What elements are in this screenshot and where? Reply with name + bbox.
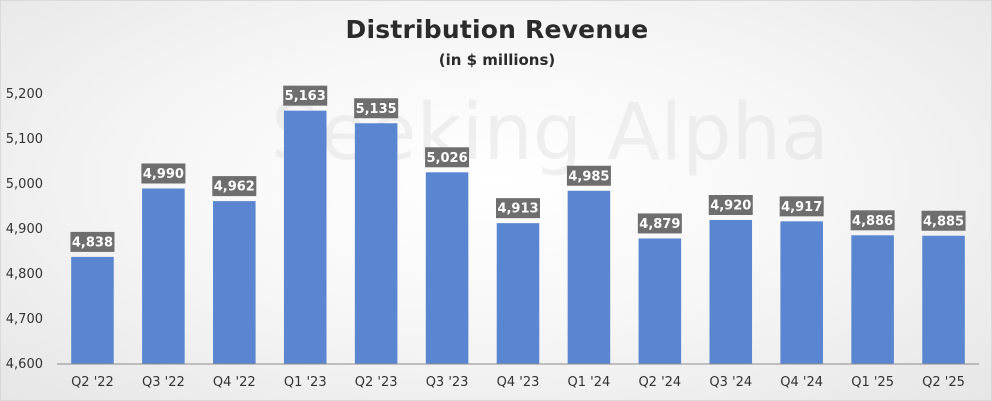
bar — [425, 172, 469, 364]
x-tick-label: Q1 '25 — [851, 375, 894, 390]
data-label-box — [141, 163, 186, 184]
y-tick-label: 4,600 — [6, 357, 43, 372]
data-label: 4,879 — [639, 217, 680, 232]
data-label: 5,135 — [356, 102, 397, 117]
bar — [354, 123, 398, 364]
data-label: 4,885 — [923, 214, 964, 229]
y-tick-label: 5,200 — [6, 87, 43, 102]
x-tick-label: Q2 '23 — [355, 375, 398, 390]
y-axis: 4,600 4,700 4,800 4,900 5,000 5,100 5,200 — [6, 87, 43, 372]
bar — [709, 220, 753, 364]
data-labels: 4,838 4,990 4,962 5,163 5,135 5,026 4,913 4,985… — [70, 85, 966, 252]
bar — [638, 238, 682, 364]
data-label-box — [637, 213, 682, 234]
bar — [142, 188, 185, 364]
x-tick-label: Q2 '24 — [638, 375, 681, 390]
x-tick-label: Q4 '22 — [213, 375, 256, 390]
data-label-box — [566, 165, 611, 186]
data-label: 4,913 — [497, 202, 538, 217]
data-label: 5,026 — [427, 151, 468, 166]
bar — [213, 201, 256, 364]
x-tick-label: Q4 '24 — [780, 375, 823, 390]
y-tick-label: 5,100 — [6, 132, 43, 147]
data-label: 4,962 — [214, 180, 255, 195]
x-tick-label: Q4 '23 — [497, 375, 540, 390]
chart-subtitle: (in $ millions) — [438, 51, 556, 69]
bar — [851, 235, 894, 364]
data-label-box — [425, 147, 470, 168]
data-label: 5,163 — [285, 89, 326, 104]
data-label-box — [212, 176, 257, 197]
data-label-box — [283, 85, 328, 106]
x-tick-label: Q2 '22 — [71, 375, 114, 390]
x-tick-label: Q1 '24 — [568, 375, 611, 390]
x-tick-label: Q3 '24 — [709, 375, 752, 390]
data-label: 4,985 — [568, 169, 609, 184]
bar — [780, 221, 823, 364]
y-tick-label: 4,800 — [6, 267, 43, 282]
chart-title: Distribution Revenue — [345, 15, 649, 44]
bar — [283, 110, 327, 365]
x-axis: Q2 '22 Q3 '22 Q4 '22 Q1 '23 Q2 '23 Q3 '23 Q4 '… — [57, 363, 979, 390]
data-label: 4,838 — [72, 235, 113, 250]
data-label: 4,917 — [781, 200, 822, 215]
data-label-box — [850, 210, 895, 231]
y-tick-label: 5,000 — [6, 177, 43, 192]
bars — [71, 110, 965, 365]
data-label-box — [70, 231, 115, 252]
bar — [71, 256, 114, 364]
data-label-box — [708, 195, 753, 215]
x-tick-label: Q3 '23 — [426, 375, 469, 390]
data-label-box — [779, 196, 824, 217]
bar — [922, 235, 965, 364]
x-tick-label: Q2 '25 — [922, 375, 965, 390]
bar — [496, 223, 540, 364]
data-label-box — [354, 98, 399, 119]
data-label: 4,990 — [143, 167, 184, 182]
x-tick-label: Q1 '23 — [284, 375, 327, 390]
data-label-box — [921, 210, 966, 231]
y-tick-label: 4,900 — [6, 222, 43, 237]
data-label-box — [496, 198, 540, 219]
y-tick-label: 4,700 — [6, 312, 43, 327]
bar — [567, 190, 611, 364]
x-tick-label: Q3 '22 — [142, 375, 185, 390]
data-label: 4,886 — [852, 214, 893, 229]
data-label: 4,920 — [710, 199, 751, 214]
